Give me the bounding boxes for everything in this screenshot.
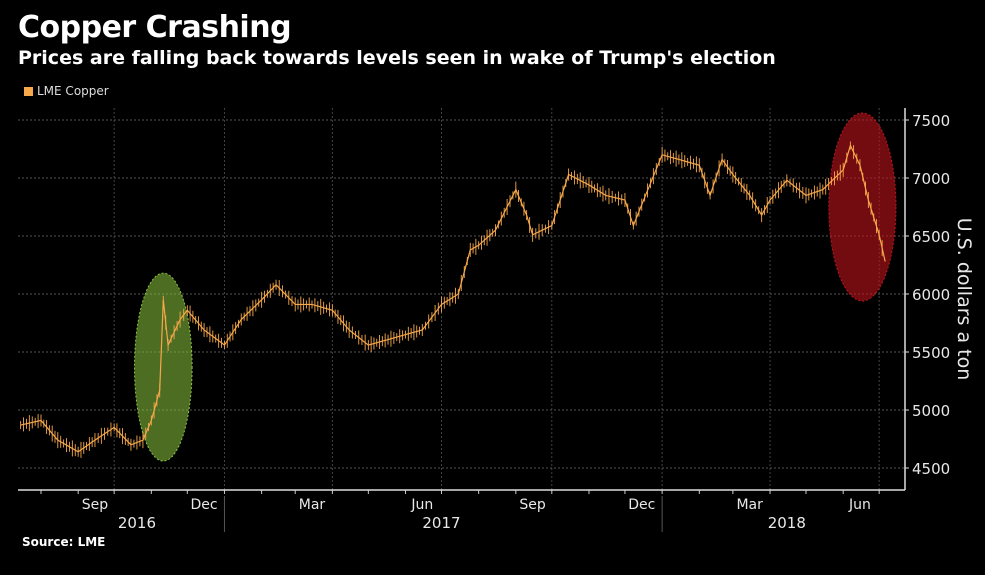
- x-tick-label: Dec: [628, 497, 655, 513]
- highlight-ellipse: [134, 272, 193, 462]
- x-tick-label: Mar: [736, 497, 763, 513]
- y-tick-label: 5000: [912, 402, 950, 420]
- x-tick-label: Sep: [519, 497, 546, 513]
- legend: LME Copper: [24, 84, 109, 98]
- chart-subtitle: Prices are falling back towards levels s…: [18, 47, 776, 69]
- x-tick-label: Dec: [191, 497, 218, 513]
- x-tick-label: Sep: [82, 497, 109, 513]
- y-tick-label: 6500: [912, 228, 950, 246]
- year-label: 2018: [768, 514, 806, 532]
- y-tick-label: 6000: [912, 286, 950, 304]
- highlight-ellipse: [828, 112, 897, 302]
- source-note: Source: LME: [22, 535, 106, 549]
- y-tick-label: 5500: [912, 344, 950, 362]
- x-tick-label: Jun: [848, 497, 871, 513]
- y-tick-label: 4500: [912, 460, 950, 478]
- legend-swatch: [24, 86, 33, 96]
- year-label: 2016: [118, 514, 156, 532]
- x-tick-label: Mar: [299, 497, 326, 513]
- chart-title: Copper Crashing: [18, 10, 292, 45]
- x-tick-label: Jun: [410, 497, 433, 513]
- y-tick-label: 7000: [912, 170, 950, 188]
- y-tick-label: 7500: [912, 112, 950, 130]
- series-line: [20, 143, 886, 453]
- year-label: 2017: [422, 514, 460, 532]
- legend-label: LME Copper: [37, 84, 109, 98]
- y-axis-label: U.S. dollars a ton: [953, 218, 975, 381]
